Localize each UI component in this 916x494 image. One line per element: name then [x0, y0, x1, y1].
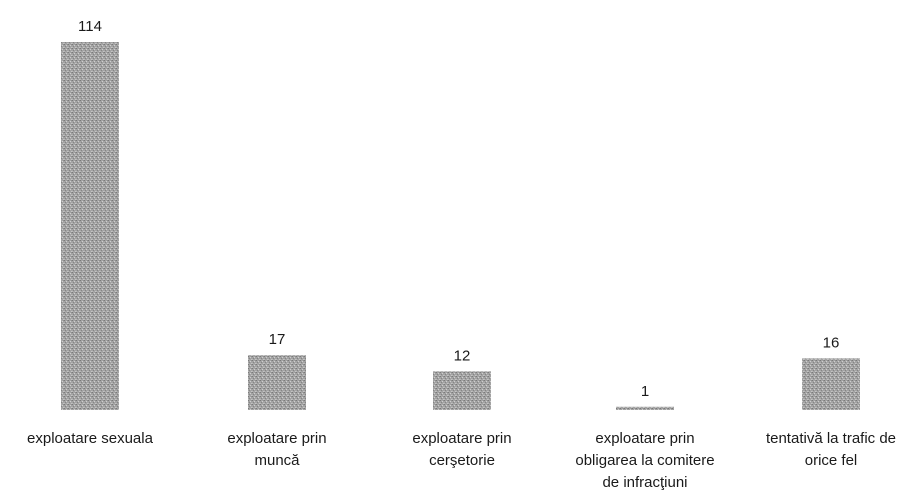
category-label-line: exploatare prin [595, 430, 694, 447]
category-label-line: exploatare prin [412, 430, 511, 447]
category-label-4: exploatare prin obligarea la comitere de i… [575, 430, 714, 491]
bar-3 [433, 371, 491, 410]
bar-5 [802, 358, 860, 410]
data-label-2: 17 [269, 331, 286, 348]
category-label-5: tentativă la trafic de orice fel [766, 430, 896, 469]
category-label-line: exploatare sexuala [27, 430, 154, 447]
category-label-line: muncă [254, 452, 300, 469]
category-label-1: exploatare sexuala [27, 430, 154, 447]
bar-2 [248, 355, 306, 410]
category-label-line: exploatare prin [227, 430, 326, 447]
category-label-line: de infracţiuni [602, 474, 687, 491]
data-label-1: 114 [78, 18, 102, 35]
category-labels-group: exploatare sexuala exploatare prin muncăex… [27, 430, 896, 491]
bar-4 [616, 406, 674, 410]
data-labels-group: 114 17 12 1 16 [78, 18, 839, 400]
bars-group [61, 42, 860, 410]
category-label-line: obligarea la comitere [575, 452, 714, 469]
data-label-3: 12 [454, 347, 471, 364]
category-label-2: exploatare prin muncă [227, 430, 326, 469]
category-label-3: exploatare prin cerşetorie [412, 430, 511, 469]
category-label-line: orice fel [805, 452, 858, 469]
category-label-line: tentativă la trafic de [766, 430, 896, 447]
category-label-line: cerşetorie [429, 452, 495, 469]
bar-1 [61, 42, 119, 410]
data-label-5: 16 [823, 334, 840, 351]
data-label-4: 1 [641, 383, 649, 400]
